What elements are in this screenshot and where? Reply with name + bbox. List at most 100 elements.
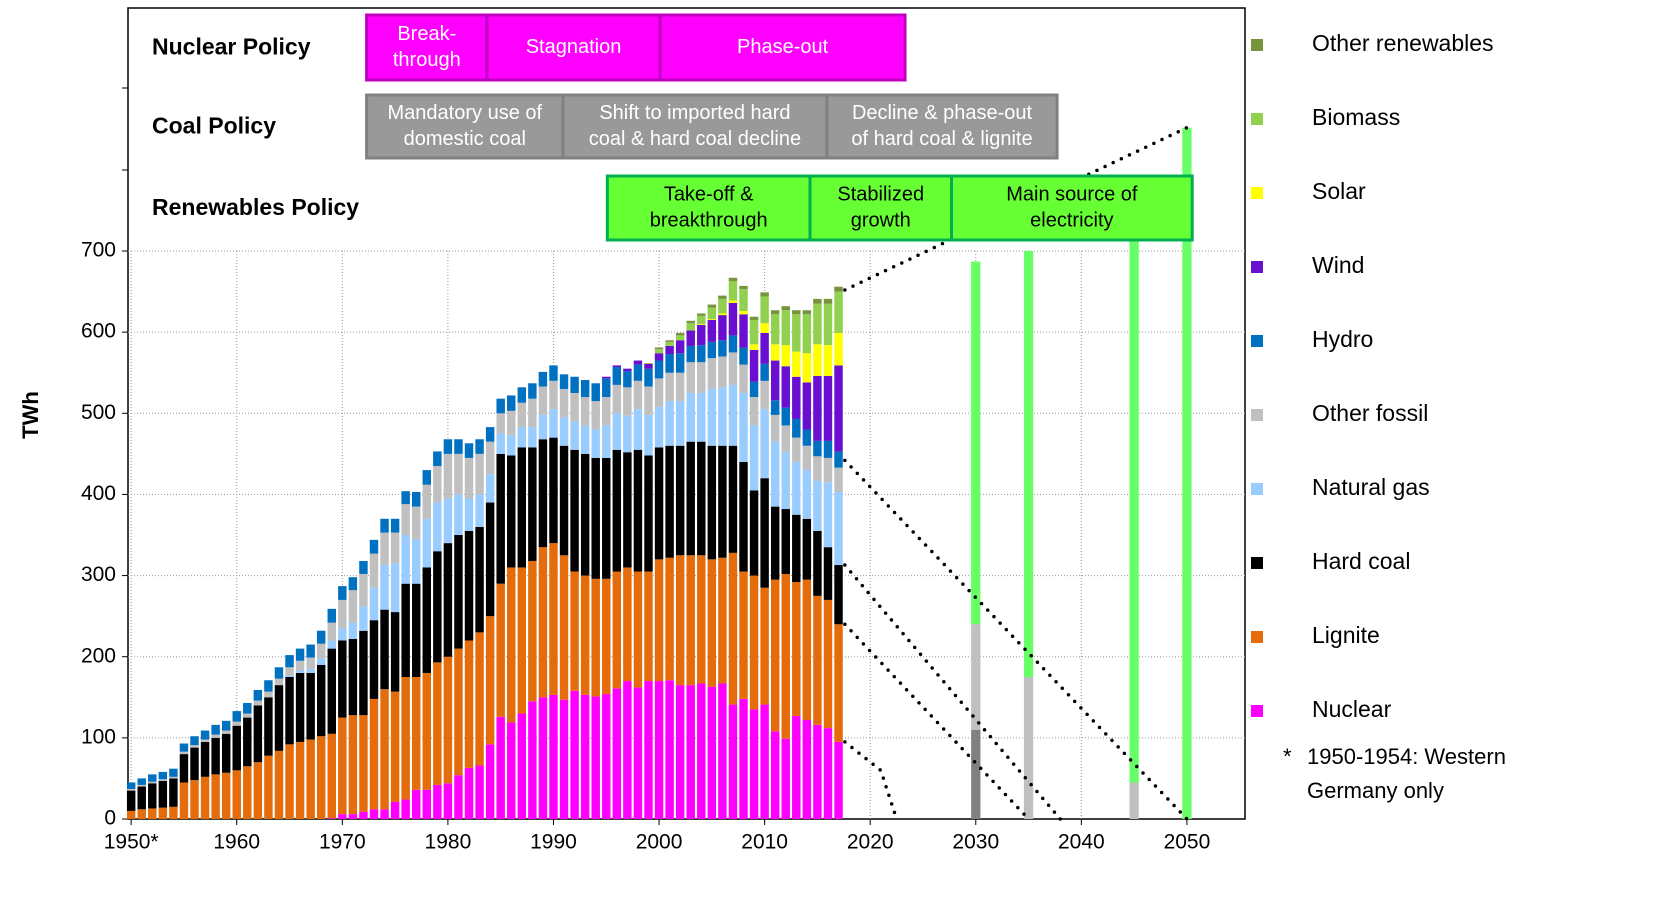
bar-segment [137, 778, 146, 785]
bar-segment [697, 345, 706, 363]
bar-segment [591, 401, 600, 430]
x-tick-label: 2000 [636, 831, 683, 854]
bar-segment [253, 762, 263, 819]
projection-line [843, 563, 1062, 821]
bar-segment [549, 437, 558, 544]
bar-segment [834, 491, 843, 566]
bar-segment [623, 567, 632, 682]
bar-segment [834, 741, 843, 819]
bar-segment [148, 808, 157, 819]
bar-segment [507, 395, 516, 411]
policy-phase-text: Decline & phase-out [852, 102, 1033, 124]
bar-segment [338, 717, 347, 815]
bar-segment [739, 314, 748, 348]
bar-segment [401, 535, 410, 584]
bar-segment [792, 582, 801, 716]
bar-segment [475, 494, 484, 527]
bar-segment [654, 559, 664, 682]
bar-segment [686, 330, 695, 346]
bar-segment [380, 609, 389, 690]
bar-segment [718, 445, 727, 558]
bar-segment [728, 352, 738, 385]
y-tick-label: 300 [81, 563, 116, 586]
bar-segment [823, 303, 833, 346]
bar-segment [316, 658, 326, 665]
bar-segment [623, 387, 632, 416]
bar-segment [781, 425, 790, 453]
bar-segment [739, 289, 748, 312]
bar-segment [728, 552, 738, 705]
bar-segment [834, 467, 843, 492]
bar-segment [612, 571, 622, 689]
bar-segment [549, 543, 558, 695]
bar-segment [739, 311, 748, 315]
bar-segment [221, 730, 231, 734]
bar-segment [802, 429, 812, 446]
legend-swatch [1251, 187, 1263, 199]
x-tick-label: 2040 [1058, 831, 1105, 854]
bar-segment [749, 316, 759, 320]
bar-segment [612, 688, 622, 819]
bar-segment [834, 624, 843, 742]
legend-swatch [1251, 705, 1263, 717]
bar-segment [813, 344, 822, 376]
bar-segment [697, 441, 706, 556]
bar-segment [813, 298, 822, 304]
bar-segment [211, 774, 220, 819]
policy-phase [561, 93, 829, 160]
x-tick-label: 2010 [741, 831, 788, 854]
bar-segment [813, 440, 822, 457]
bar-segment [412, 677, 421, 790]
bar-segment [412, 491, 421, 507]
bar-segment [823, 482, 833, 548]
bar-segment [813, 595, 822, 725]
bar-segment [232, 711, 241, 722]
bar-segment [422, 484, 432, 519]
bar-segment [760, 380, 769, 410]
bar-segment [718, 295, 727, 299]
bar-segment [570, 393, 579, 422]
bar-segment [823, 345, 833, 376]
bar-segment [179, 751, 189, 755]
bar-segment [496, 433, 505, 454]
bar-segment [675, 372, 685, 402]
bar-segment [221, 772, 231, 819]
bar-segment [623, 371, 632, 388]
bar-segment [348, 715, 358, 815]
bar-segment [823, 599, 833, 729]
bar-segment [200, 741, 210, 777]
bar-segment [190, 747, 199, 781]
bar-segment [718, 313, 727, 316]
bar-segment [665, 341, 674, 346]
bar-segment [602, 397, 611, 426]
bar-segment [327, 640, 336, 649]
policy-phase-text: of hard coal & lignite [851, 128, 1032, 150]
bar-segment [475, 526, 484, 633]
bar-segment [433, 551, 442, 663]
bar-segment [264, 691, 273, 698]
legend-label: Hydro [1312, 326, 1373, 352]
bar-segment [412, 583, 421, 677]
bar-segment [401, 504, 410, 535]
bar-segment [412, 506, 421, 540]
bar-segment [707, 686, 717, 819]
bar-segment [285, 677, 294, 745]
x-tick-label: 1990 [530, 831, 577, 854]
bar-segment [496, 453, 505, 584]
bar-segment [538, 386, 548, 415]
bar-segment [633, 687, 643, 819]
x-tick-label: 2020 [847, 831, 894, 854]
bar-segment [654, 347, 664, 350]
bar-segment [253, 689, 263, 701]
bar-segment [760, 296, 769, 324]
bar-segment [559, 699, 569, 819]
bar-segment [728, 277, 738, 282]
bar-segment [295, 670, 305, 673]
bar-segment [697, 555, 706, 684]
bar-segment [686, 320, 695, 324]
y-tick-label: 200 [81, 644, 116, 667]
bar-segment [380, 809, 389, 819]
bar-segment [327, 608, 336, 623]
bar-segment [243, 717, 252, 767]
bar-segment [728, 302, 738, 336]
